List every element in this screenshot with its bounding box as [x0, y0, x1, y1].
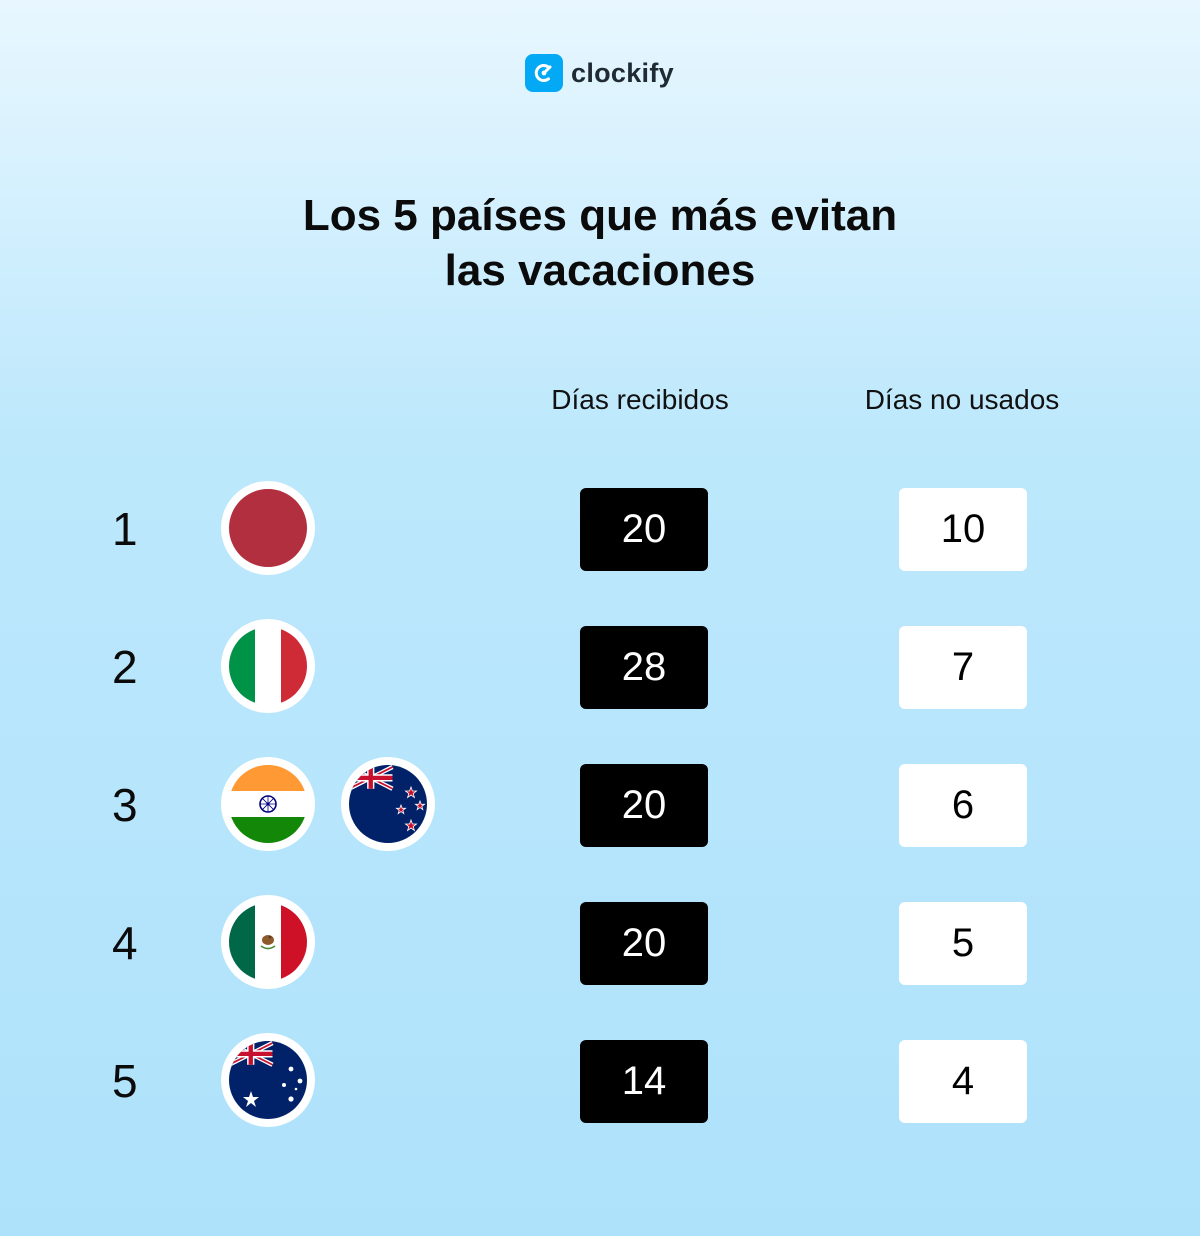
- rank-number: 1: [112, 503, 138, 555]
- ranking-row: 5 14 4: [0, 1033, 1200, 1129]
- ranking-row: 1 20 10: [0, 481, 1200, 577]
- received-days-value: 20: [580, 902, 708, 985]
- column-header-unused: Días no usados: [864, 384, 1060, 415]
- unused-days-value: 6: [899, 764, 1027, 847]
- ranking-row: 3: [0, 757, 1200, 853]
- japan-flag-icon: [221, 481, 315, 575]
- clockify-logo: clockify: [525, 54, 674, 92]
- received-days-value: 20: [580, 764, 708, 847]
- italy-flag-icon: [221, 619, 315, 713]
- rank-number: 2: [112, 641, 138, 693]
- rank-number: 5: [112, 1055, 138, 1107]
- received-days-value: 14: [580, 1040, 708, 1123]
- rank-number: 3: [112, 779, 138, 831]
- rank-number: 4: [112, 917, 138, 969]
- title-line-2: las vacaciones: [444, 246, 756, 295]
- mexico-flag-icon: [221, 895, 315, 989]
- unused-days-value: 5: [899, 902, 1027, 985]
- page-title: Los 5 países que más evitan las vacacion…: [0, 188, 1200, 298]
- clockify-logo-icon: [525, 54, 563, 92]
- unused-days-value: 7: [899, 626, 1027, 709]
- received-days-value: 28: [580, 626, 708, 709]
- ranking-row: 4 20 5: [0, 895, 1200, 991]
- india-flag-icon: [221, 757, 315, 851]
- column-header-received: Días recibidos: [551, 384, 729, 415]
- received-days-value: 20: [580, 488, 708, 571]
- new-zealand-flag-icon: [341, 757, 435, 851]
- australia-flag-icon: [221, 1033, 315, 1127]
- title-line-1: Los 5 países que más evitan: [302, 191, 898, 240]
- unused-days-value: 10: [899, 488, 1027, 571]
- brand-name: clockify: [571, 57, 674, 88]
- unused-days-value: 4: [899, 1040, 1027, 1123]
- ranking-row: 2 28 7: [0, 619, 1200, 715]
